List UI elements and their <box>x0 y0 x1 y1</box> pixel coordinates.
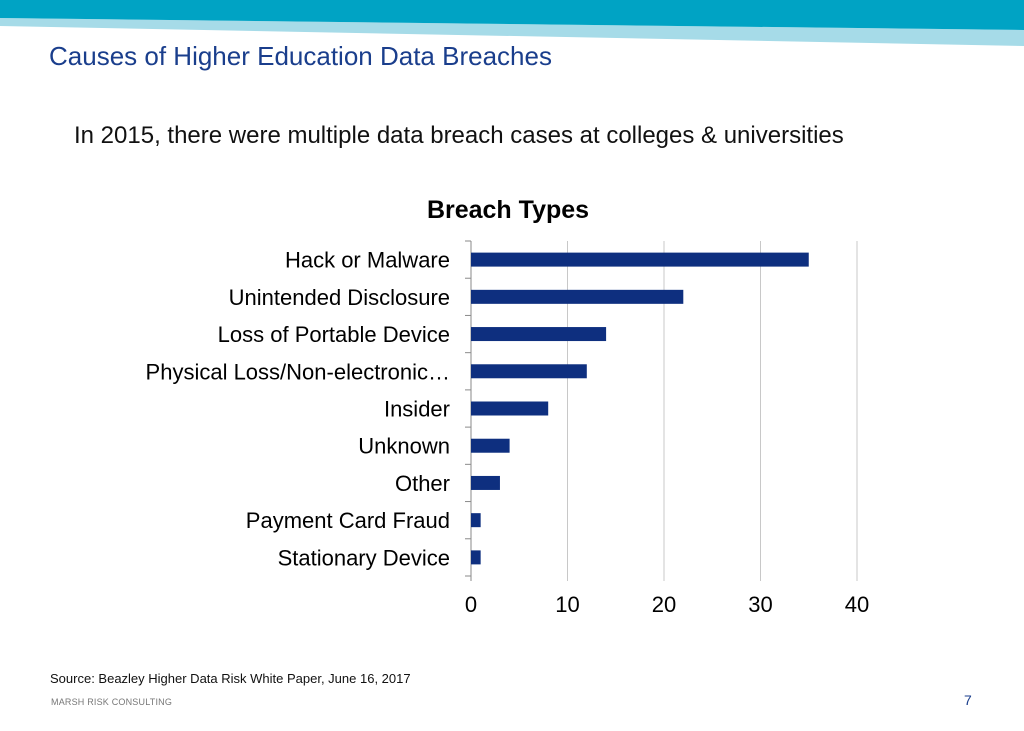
x-tick-label: 10 <box>555 592 579 617</box>
bar <box>471 289 684 304</box>
bar <box>471 438 510 453</box>
banner-dark-stripe <box>0 0 1024 30</box>
bar <box>471 550 481 565</box>
bar <box>471 364 587 379</box>
bar <box>471 401 549 416</box>
slide-title: Causes of Higher Education Data Breaches <box>49 41 552 71</box>
category-labels: Hack or Malware Unintended Disclosure Loss… <box>146 248 450 571</box>
x-tick-label: 40 <box>845 592 869 617</box>
slide-subtitle: In 2015, there were multiple data breach… <box>74 122 844 149</box>
category-label: Loss of Portable Device <box>218 322 450 347</box>
source-note: Source: Beazley Higher Data Risk White P… <box>50 671 411 686</box>
category-label: Physical Loss/Non-electronic… <box>146 359 450 384</box>
page-number: 7 <box>964 692 972 708</box>
category-label: Insider <box>384 397 450 422</box>
breach-types-chart: Breach Types Hack or Malware Unintended D… <box>146 196 870 617</box>
header-banner <box>0 0 1024 46</box>
bar <box>471 475 500 490</box>
category-label: Unknown <box>358 434 450 459</box>
category-label: Payment Card Fraud <box>246 508 450 533</box>
x-tick-label: 20 <box>652 592 676 617</box>
banner-light-stripe <box>0 18 1024 46</box>
bar <box>471 327 607 342</box>
x-tick-label: 30 <box>748 592 772 617</box>
chart-bars <box>471 252 809 565</box>
x-tick-label: 0 <box>465 592 477 617</box>
chart-title: Breach Types <box>427 196 589 224</box>
category-label: Hack or Malware <box>285 248 450 273</box>
category-label: Other <box>395 471 450 496</box>
category-label: Unintended Disclosure <box>229 285 450 310</box>
category-label: Stationary Device <box>278 545 450 570</box>
bar <box>471 513 481 528</box>
footer-brand: MARSH RISK CONSULTING <box>51 697 173 707</box>
chart-axis <box>465 240 472 581</box>
bar <box>471 252 809 267</box>
x-tick-labels: 0 10 20 30 40 <box>465 592 869 617</box>
